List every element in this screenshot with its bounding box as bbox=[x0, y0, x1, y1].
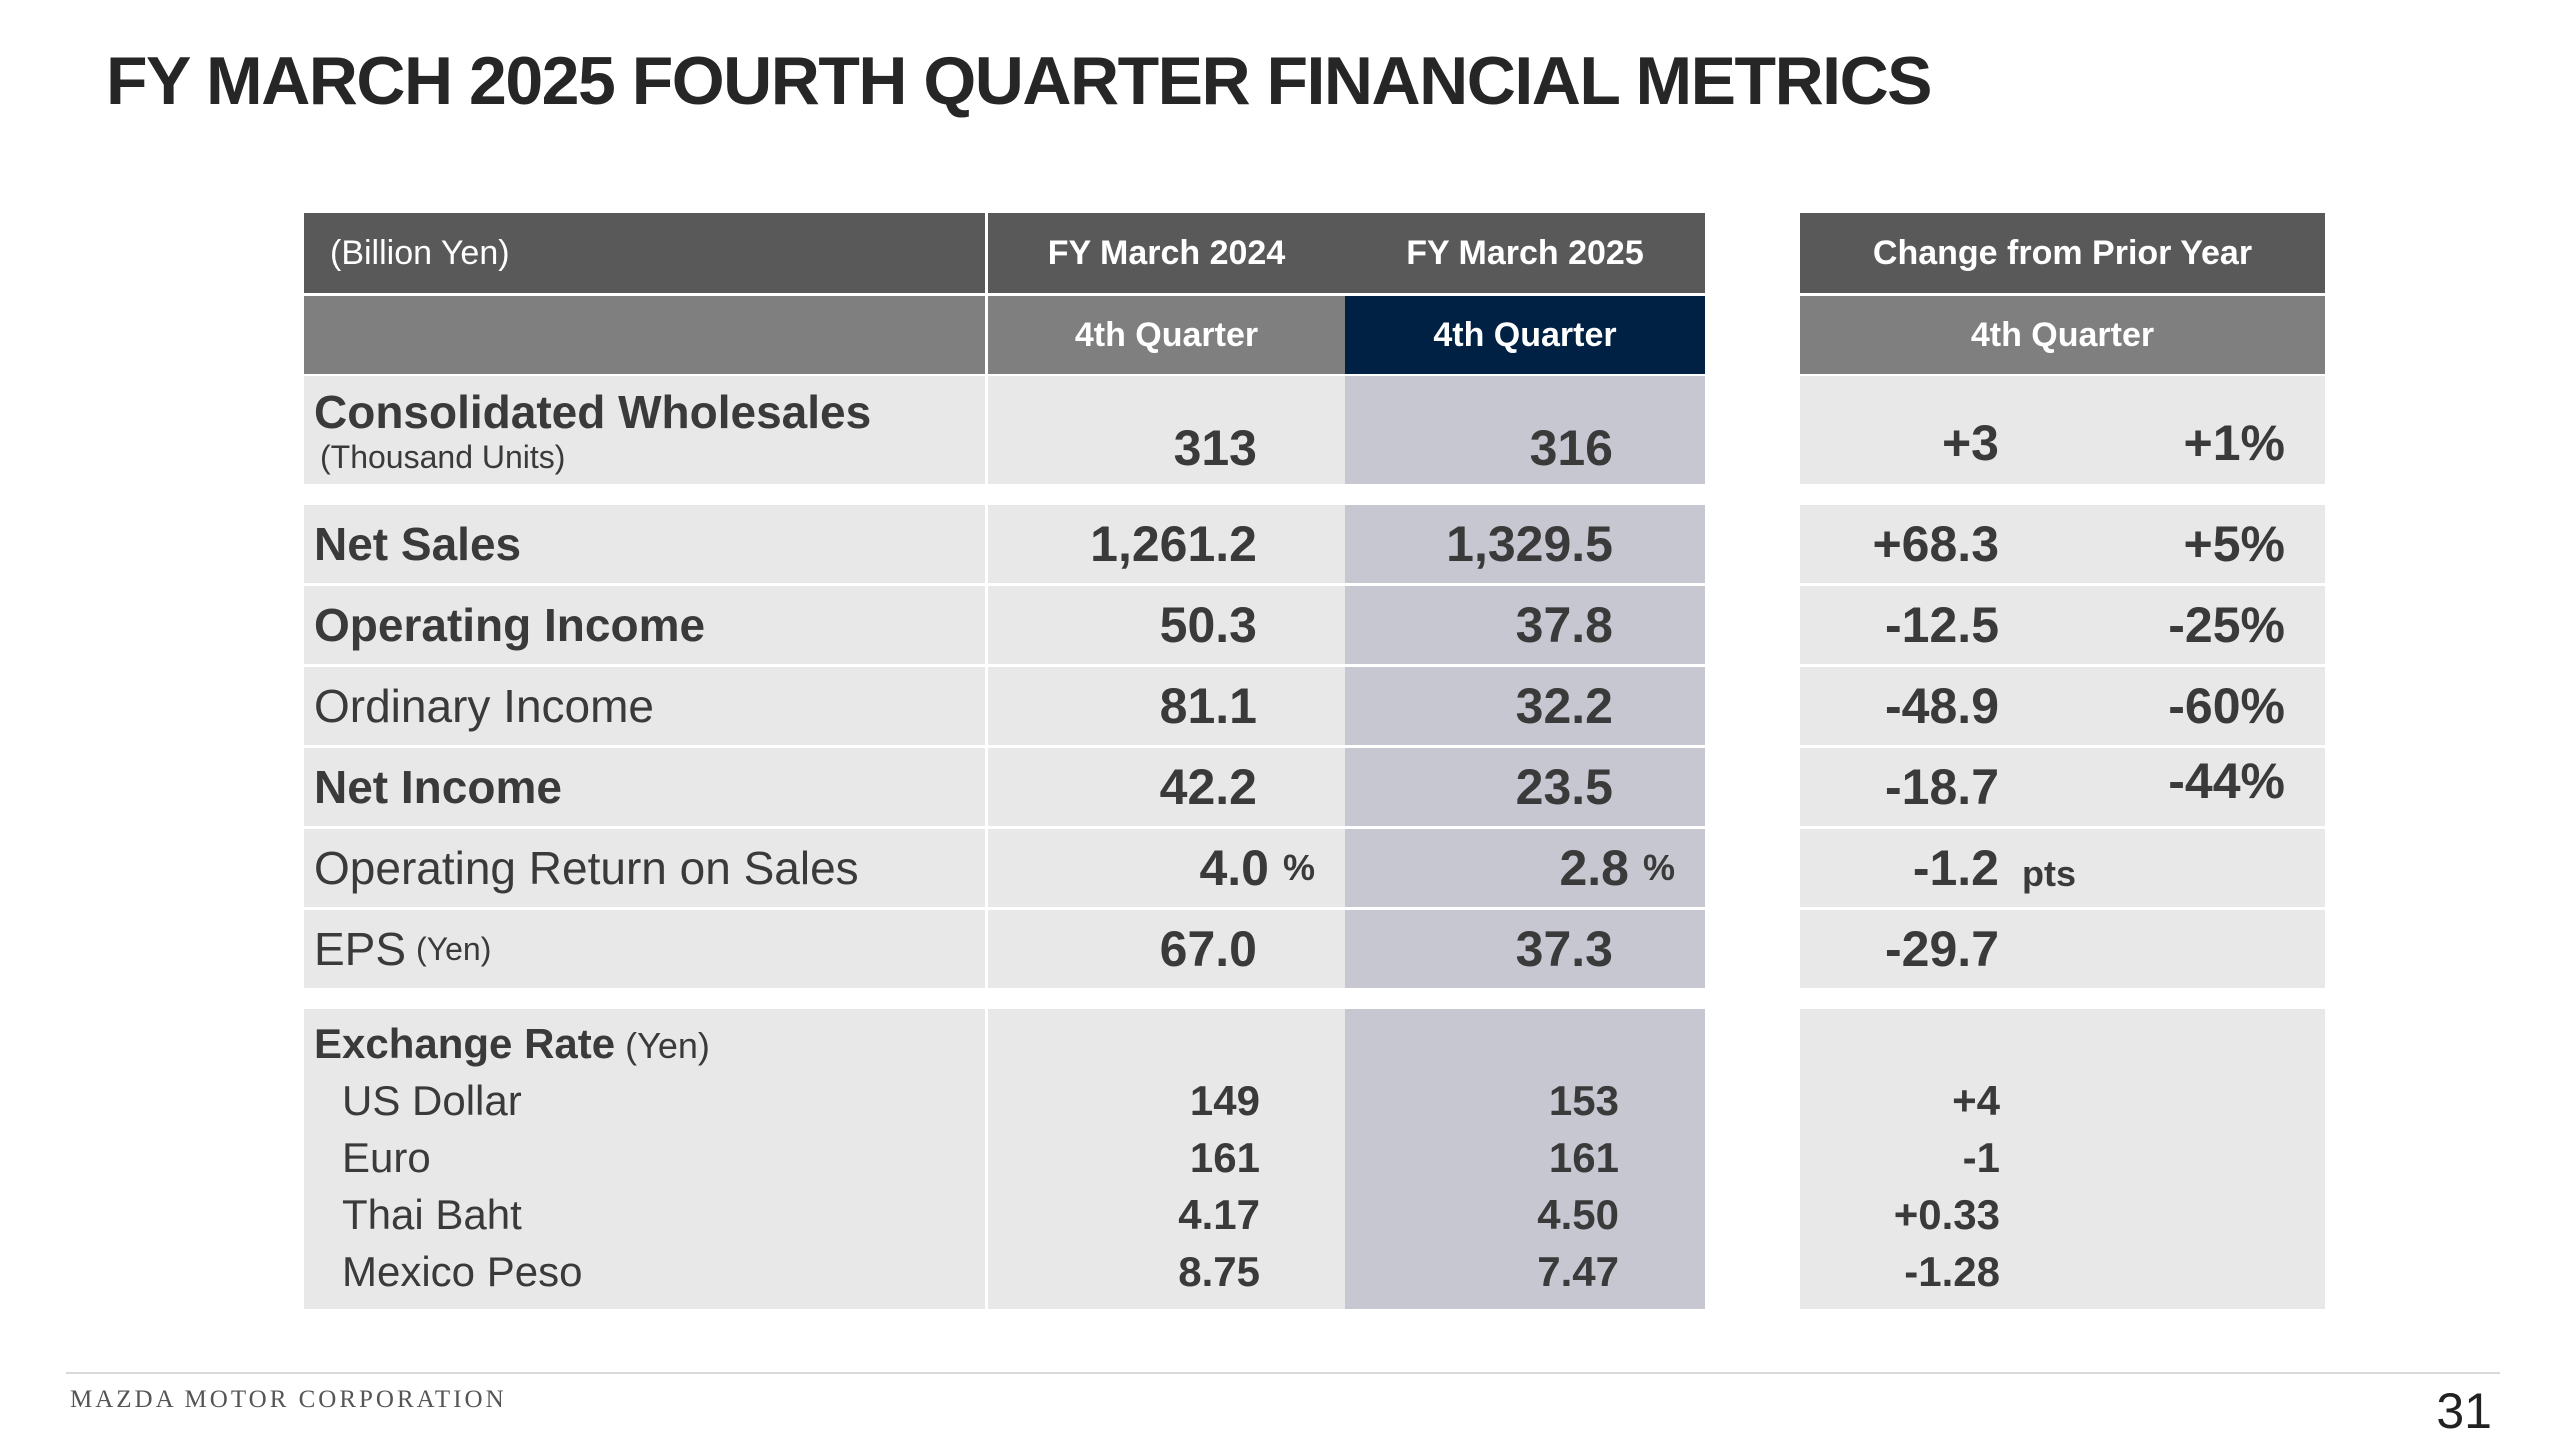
wholesales-fy2024: 313 bbox=[988, 376, 1345, 484]
ordinary-income-fy2024: 81.1 bbox=[988, 667, 1345, 745]
quarter-header-fy2025: 4th Quarter bbox=[1345, 296, 1705, 374]
net-income-fy2025: 23.5 bbox=[1345, 748, 1705, 826]
exchange-item-label: Euro bbox=[342, 1134, 431, 1181]
eps-fy2024: 67.0 bbox=[988, 910, 1345, 988]
net-income-change: -18.7 -44% bbox=[1800, 748, 2325, 826]
ros-change: -1.2 pts bbox=[1800, 829, 2325, 907]
exchange-fy2025-value: 161 bbox=[1548, 1134, 1619, 1181]
ordinary-income-label: Ordinary Income bbox=[304, 667, 985, 745]
ros-fy2024: 4.0% bbox=[988, 829, 1345, 907]
exchange-fy2024-value: 149 bbox=[1189, 1077, 1260, 1124]
net-sales-fy2024: 1,261.2 bbox=[988, 505, 1345, 583]
unit-label: (Billion Yen) bbox=[304, 213, 985, 293]
quarter-header-fy2024: 4th Quarter bbox=[988, 296, 1345, 374]
eps-fy2025: 37.3 bbox=[1345, 910, 1705, 988]
exchange-fy2025-value: 153 bbox=[1548, 1077, 1619, 1124]
quarter-header-change: 4th Quarter bbox=[1800, 296, 2325, 374]
exchange-title: Exchange Rate (Yen) bbox=[314, 1020, 710, 1067]
exchange-fy2025-block bbox=[1345, 1009, 1705, 1309]
ordinary-income-change: -48.9 -60% bbox=[1800, 667, 2325, 745]
exchange-change-value: +4 bbox=[1952, 1077, 2000, 1124]
exchange-fy2025-value: 7.47 bbox=[1537, 1248, 1619, 1295]
exchange-fy2024-block bbox=[988, 1009, 1345, 1309]
exchange-fy2024-value: 161 bbox=[1189, 1134, 1260, 1181]
exchange-fy2024-value: 8.75 bbox=[1178, 1248, 1260, 1295]
ros-label: Operating Return on Sales bbox=[304, 829, 985, 907]
net-sales-fy2025: 1,329.5 bbox=[1345, 505, 1705, 583]
col-header-fy2025: FY March 2025 bbox=[1345, 213, 1705, 293]
header-blank bbox=[304, 296, 985, 374]
col-header-fy2024: FY March 2024 bbox=[988, 213, 1345, 293]
ordinary-income-fy2025: 32.2 bbox=[1345, 667, 1705, 745]
ros-fy2025: 2.8% bbox=[1345, 829, 1705, 907]
exchange-fy2025-value: 4.50 bbox=[1537, 1191, 1619, 1238]
eps-label: EPS (Yen) bbox=[304, 910, 985, 988]
exchange-item-label: Mexico Peso bbox=[342, 1248, 583, 1295]
wholesales-title: Consolidated Wholesales bbox=[314, 385, 872, 438]
exchange-change-value: +0.33 bbox=[1893, 1191, 2000, 1238]
exchange-change-value: -1.28 bbox=[1904, 1248, 2000, 1295]
net-income-fy2024: 42.2 bbox=[988, 748, 1345, 826]
exchange-item-label: US Dollar bbox=[342, 1077, 522, 1124]
wholesales-sublabel: (Thousand Units) bbox=[320, 438, 566, 475]
exchange-item-label: Thai Baht bbox=[342, 1191, 522, 1238]
operating-income-fy2025: 37.8 bbox=[1345, 586, 1705, 664]
net-income-label: Net Income bbox=[304, 748, 985, 826]
page-title: FY MARCH 2025 FOURTH QUARTER FINANCIAL M… bbox=[106, 43, 1933, 119]
exchange-label-block bbox=[304, 1009, 985, 1309]
exchange-fy2024-value: 4.17 bbox=[1178, 1191, 1260, 1238]
wholesales-change: +3 +1% bbox=[1800, 376, 2325, 484]
wholesales-fy2025: 316 bbox=[1345, 376, 1705, 484]
operating-income-change: -12.5 -25% bbox=[1800, 586, 2325, 664]
footer-divider bbox=[66, 1372, 2500, 1374]
company-name: MAZDA MOTOR CORPORATION bbox=[70, 1386, 507, 1413]
net-sales-label: Net Sales bbox=[304, 505, 985, 583]
operating-income-label: Operating Income bbox=[304, 586, 985, 664]
col-header-change: Change from Prior Year bbox=[1800, 213, 2325, 293]
operating-income-fy2024: 50.3 bbox=[988, 586, 1345, 664]
eps-change: -29.7 bbox=[1800, 910, 2325, 988]
net-sales-change: +68.3 +5% bbox=[1800, 505, 2325, 583]
exchange-change-block bbox=[1800, 1009, 2325, 1309]
wholesales-label: Consolidated Wholesales (Thousand Units) bbox=[304, 376, 985, 484]
page-number: 31 bbox=[2436, 1383, 2492, 1439]
exchange-change-value: -1 bbox=[1962, 1134, 2000, 1181]
